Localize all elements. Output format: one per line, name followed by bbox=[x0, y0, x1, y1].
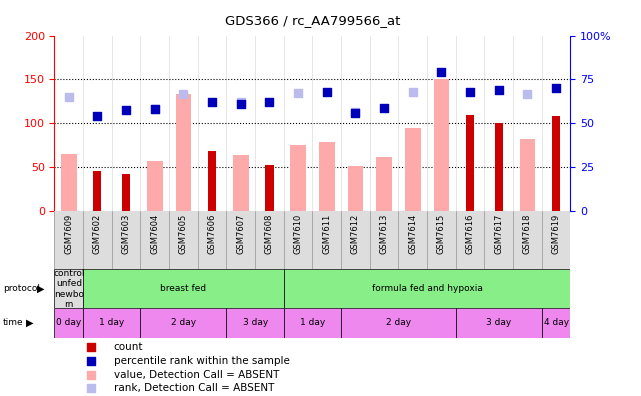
Text: time: time bbox=[3, 318, 24, 327]
Text: GSM7618: GSM7618 bbox=[523, 214, 532, 254]
Point bbox=[322, 89, 332, 95]
Bar bbox=[265, 166, 274, 211]
Point bbox=[150, 106, 160, 112]
Bar bbox=[552, 116, 560, 211]
Bar bbox=[347, 166, 363, 211]
Point bbox=[351, 109, 361, 115]
Bar bbox=[542, 308, 570, 337]
Point bbox=[85, 344, 96, 350]
Text: GSM7614: GSM7614 bbox=[408, 214, 417, 254]
Bar bbox=[495, 123, 503, 211]
Bar bbox=[433, 80, 449, 211]
Bar bbox=[122, 174, 130, 211]
Bar bbox=[83, 308, 140, 337]
Point bbox=[264, 99, 274, 105]
Point bbox=[465, 89, 475, 95]
Text: GSM7604: GSM7604 bbox=[151, 214, 160, 254]
Bar bbox=[61, 154, 77, 211]
Text: 3 day: 3 day bbox=[242, 318, 268, 327]
Text: GSM7602: GSM7602 bbox=[93, 214, 102, 254]
Point bbox=[236, 101, 246, 107]
Text: GSM7608: GSM7608 bbox=[265, 214, 274, 254]
Point bbox=[236, 99, 246, 105]
Bar bbox=[54, 269, 83, 308]
Point bbox=[494, 87, 504, 93]
Bar bbox=[94, 171, 101, 211]
Point bbox=[437, 69, 447, 76]
Point bbox=[551, 85, 562, 91]
Text: GSM7617: GSM7617 bbox=[494, 214, 503, 254]
Bar bbox=[376, 158, 392, 211]
Bar bbox=[520, 139, 535, 211]
Text: 2 day: 2 day bbox=[171, 318, 196, 327]
Text: GDS366 / rc_AA799566_at: GDS366 / rc_AA799566_at bbox=[225, 14, 400, 27]
Text: GSM7616: GSM7616 bbox=[465, 214, 474, 254]
Text: rank, Detection Call = ABSENT: rank, Detection Call = ABSENT bbox=[114, 383, 274, 393]
Text: GSM7610: GSM7610 bbox=[294, 214, 303, 254]
Bar bbox=[208, 151, 216, 211]
Bar bbox=[147, 161, 163, 211]
Text: GSM7613: GSM7613 bbox=[379, 214, 388, 254]
Point bbox=[63, 94, 74, 100]
Text: ▶: ▶ bbox=[37, 284, 44, 294]
Bar bbox=[83, 269, 284, 308]
Text: count: count bbox=[114, 342, 144, 352]
Text: GSM7603: GSM7603 bbox=[122, 214, 131, 254]
Bar bbox=[319, 142, 335, 211]
Text: formula fed and hypoxia: formula fed and hypoxia bbox=[372, 284, 483, 293]
Bar bbox=[140, 308, 226, 337]
Text: value, Detection Call = ABSENT: value, Detection Call = ABSENT bbox=[114, 369, 279, 380]
Bar bbox=[290, 145, 306, 211]
Text: percentile rank within the sample: percentile rank within the sample bbox=[114, 356, 290, 366]
Bar bbox=[233, 155, 249, 211]
Point bbox=[522, 91, 533, 97]
Point bbox=[92, 113, 103, 120]
Point bbox=[408, 89, 418, 95]
Text: GSM7605: GSM7605 bbox=[179, 214, 188, 254]
Bar bbox=[405, 128, 420, 211]
Text: 1 day: 1 day bbox=[300, 318, 325, 327]
Point bbox=[351, 110, 361, 116]
Bar bbox=[284, 308, 341, 337]
Point bbox=[85, 385, 96, 391]
Point bbox=[85, 371, 96, 378]
Bar bbox=[456, 308, 542, 337]
Bar bbox=[54, 308, 83, 337]
Text: GSM7609: GSM7609 bbox=[64, 214, 73, 254]
Bar bbox=[284, 269, 570, 308]
Text: 3 day: 3 day bbox=[486, 318, 512, 327]
Text: GSM7606: GSM7606 bbox=[208, 214, 217, 254]
Point bbox=[85, 358, 96, 364]
Text: 2 day: 2 day bbox=[386, 318, 411, 327]
Text: GSM7607: GSM7607 bbox=[237, 214, 246, 254]
Point bbox=[207, 99, 217, 105]
Text: GSM7615: GSM7615 bbox=[437, 214, 446, 254]
Text: GSM7611: GSM7611 bbox=[322, 214, 331, 254]
Bar bbox=[341, 308, 456, 337]
Point bbox=[379, 104, 389, 110]
Bar bbox=[176, 94, 192, 211]
Bar bbox=[466, 114, 474, 211]
Text: control
unfed
newbo
rn: control unfed newbo rn bbox=[53, 269, 85, 309]
Text: protocol: protocol bbox=[3, 284, 40, 293]
Point bbox=[178, 91, 188, 97]
Text: GSM7619: GSM7619 bbox=[552, 214, 561, 254]
Point bbox=[150, 106, 160, 112]
Text: 1 day: 1 day bbox=[99, 318, 124, 327]
Point bbox=[293, 90, 303, 97]
Text: ▶: ▶ bbox=[26, 318, 33, 328]
Point bbox=[121, 107, 131, 113]
Text: GSM7612: GSM7612 bbox=[351, 214, 360, 254]
Text: 4 day: 4 day bbox=[544, 318, 569, 327]
Text: 0 day: 0 day bbox=[56, 318, 81, 327]
Text: breast fed: breast fed bbox=[160, 284, 206, 293]
Bar bbox=[226, 308, 284, 337]
